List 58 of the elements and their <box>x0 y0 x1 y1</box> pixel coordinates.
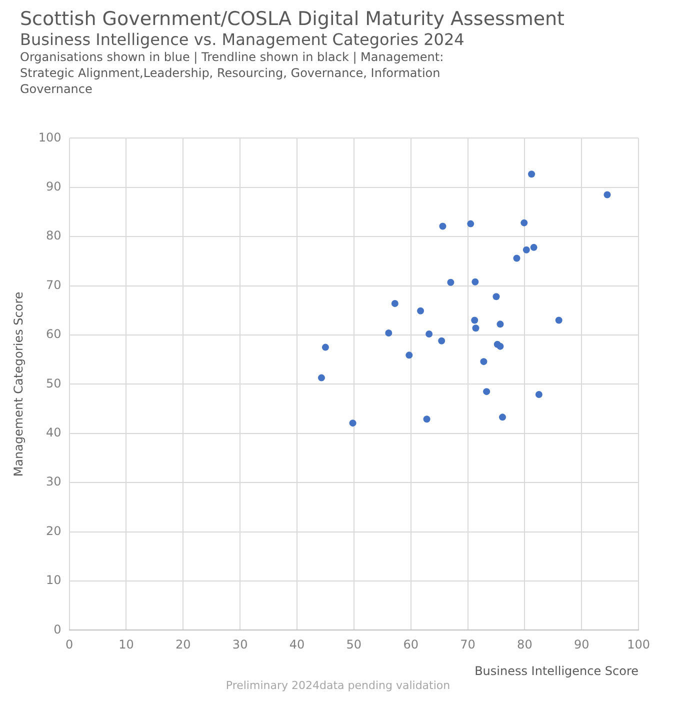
point <box>423 416 430 423</box>
x-tick-label: 10 <box>118 638 134 652</box>
point <box>439 222 446 230</box>
text: Preliminary 2024data pending validation <box>224 679 452 692</box>
point <box>406 352 413 359</box>
y-tick-label: 0 <box>54 622 62 636</box>
point <box>520 219 528 226</box>
x-tick-label: 60 <box>403 638 418 652</box>
x-axis-title: Business Intelligence Score <box>474 664 639 678</box>
point <box>318 374 325 382</box>
x-tick-label: 80 <box>517 638 532 652</box>
point <box>447 278 454 286</box>
x-tick-label: 20 <box>176 638 191 652</box>
text: Organisations shown in blue | Trendline shown in black | Management: Strategic Alignment,Leadership, Resourcing, Governance, Information Governance <box>20 49 445 97</box>
point <box>496 342 504 350</box>
x-tick-label: 70 <box>460 638 476 652</box>
point <box>530 244 538 251</box>
point <box>535 391 542 398</box>
point <box>555 316 562 324</box>
x-tick-label: 90 <box>574 638 590 652</box>
point <box>513 254 520 262</box>
point <box>417 307 424 314</box>
y-tick-label: 20 <box>46 524 62 538</box>
point <box>349 420 356 427</box>
y-tick-label: 90 <box>46 180 62 194</box>
y-tick-label: 70 <box>46 278 62 292</box>
x-tick-label: 50 <box>346 638 362 652</box>
point <box>492 293 500 300</box>
point <box>471 316 478 324</box>
point <box>391 300 398 308</box>
y-axis-title: Management Categories Score <box>11 292 26 477</box>
y-tick-label: 50 <box>46 376 62 390</box>
point <box>438 337 446 344</box>
point <box>528 170 536 178</box>
point <box>472 278 479 286</box>
point <box>426 330 433 338</box>
point <box>480 358 488 366</box>
point <box>385 330 392 337</box>
point <box>604 191 611 198</box>
point <box>467 220 474 228</box>
chart-title: Scottish Government/COSLA Digital Maturity Assessment <box>20 8 566 30</box>
x-tick-label: 30 <box>232 638 248 652</box>
point <box>322 344 329 351</box>
y-tick-label: 40 <box>46 426 62 440</box>
point <box>522 246 530 254</box>
point <box>496 320 504 328</box>
y-tick-label: 30 <box>46 474 62 489</box>
x-tick-label: 0 <box>65 638 74 652</box>
chart-subtitle: Business Intelligence vs. Management Categories 2024 <box>20 30 466 49</box>
x-tick-label: 40 <box>289 638 305 652</box>
y-tick-label: 80 <box>46 228 62 243</box>
point <box>483 388 490 396</box>
x-tick-label: 100 <box>627 638 650 652</box>
y-tick-label: 100 <box>38 130 62 144</box>
y-tick-label: 10 <box>46 573 62 588</box>
point <box>499 414 506 421</box>
y-tick-label: 60 <box>46 327 62 342</box>
point <box>472 324 480 332</box>
